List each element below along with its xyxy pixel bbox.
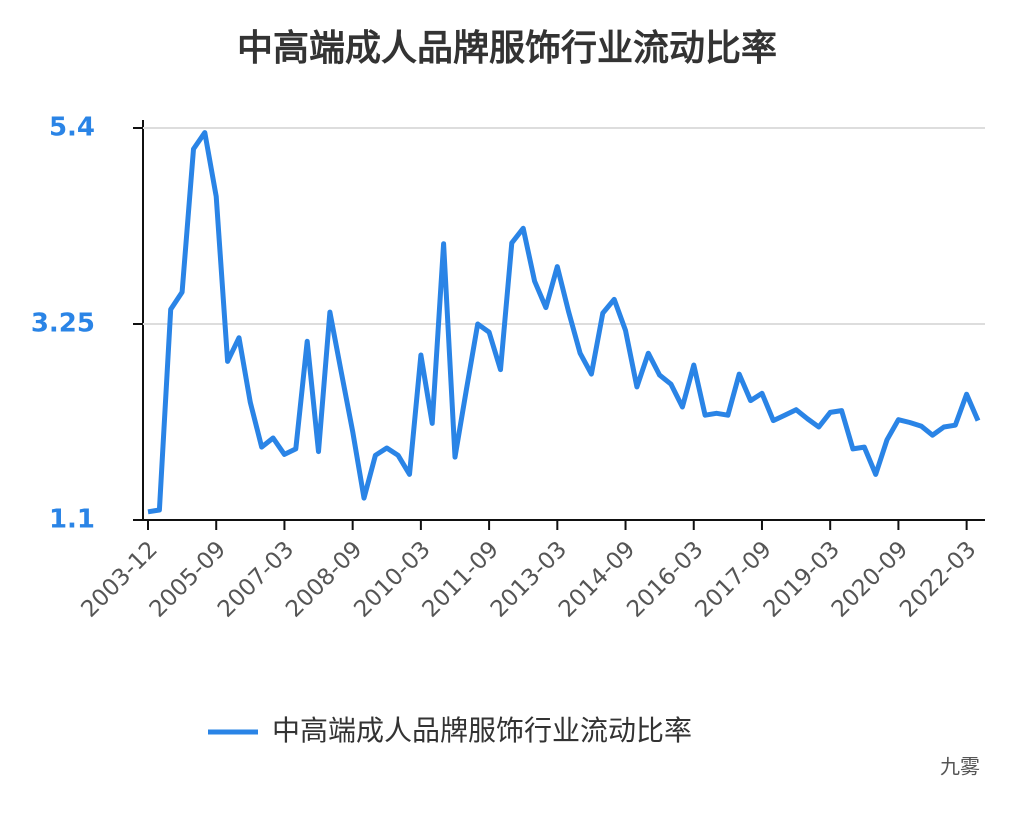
chart-title: 中高端成人品牌服饰行业流动比率 xyxy=(237,28,777,69)
data-line xyxy=(147,130,981,515)
y-tick-label: 5.4 xyxy=(49,113,95,143)
legend-label: 中高端成人品牌服饰行业流动比率 xyxy=(272,714,692,747)
y-tick-label: 3.25 xyxy=(31,309,95,339)
x-tick-label: 2022-03 xyxy=(895,536,981,622)
watermark: 九雾 xyxy=(940,755,980,779)
y-tick-label: 1.1 xyxy=(49,505,95,535)
